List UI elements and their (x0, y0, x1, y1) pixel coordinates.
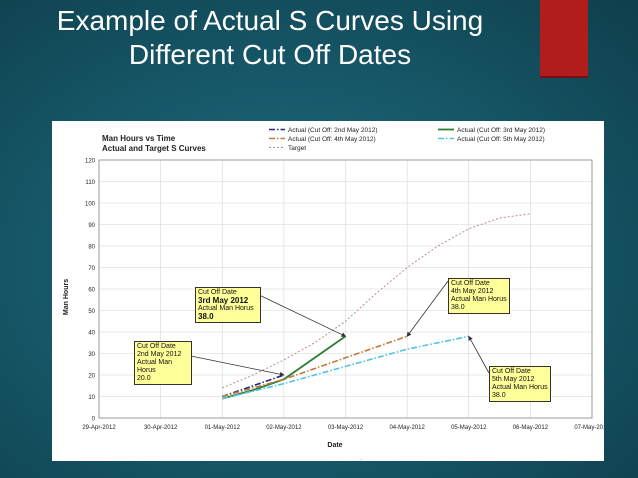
y-tick-label: 60 (88, 288, 95, 294)
chart-panel: Man Hours vs Time Actual and Target S Cu… (52, 121, 604, 461)
legend-label: Actual (Cut Off: 5th May 2012) (457, 136, 545, 143)
callout-line: Actual Man Horus (198, 305, 254, 312)
slide-title: Example of Actual S Curves Using Differe… (10, 4, 530, 72)
series-line (222, 335, 347, 400)
page-number: - (360, 455, 363, 464)
y-tick-label: 30 (88, 352, 95, 358)
y-tick-label: 100 (85, 202, 96, 208)
x-tick-label: 06-May-2012 (513, 425, 549, 431)
callout-line: Cut Off Date (451, 280, 490, 287)
legend-label: Actual (Cut Off: 2nd May 2012) (288, 127, 377, 134)
s-curve-chart: Man Hours vs Time Actual and Target S Cu… (63, 127, 604, 449)
legend-label: Actual (Cut Off: 4th May 2012) (288, 136, 376, 143)
y-tick-label: 0 (92, 417, 96, 423)
callout-arrow (406, 280, 449, 337)
y-axis-label: Man Hours (63, 279, 70, 315)
y-tick-label: 10 (88, 395, 95, 401)
callout-line: 2nd May 2012 (137, 351, 182, 358)
series-line (222, 374, 285, 398)
callout-2nd-may: Cut Off Date 2nd May 2012 Actual Man Hor… (134, 341, 192, 385)
title-line-2: Different Cut Off Dates (128, 39, 412, 70)
callout-line: Actual Man Horus (137, 359, 173, 374)
x-axis-label: Date (327, 442, 342, 449)
x-tick-label: 05-May-2012 (451, 425, 487, 431)
plot-frame (98, 159, 593, 419)
y-tick-label: 50 (88, 309, 95, 315)
chart-subtitle: Actual and Target S Curves (102, 144, 206, 153)
callout-arrow (185, 354, 285, 377)
y-tick-label: 90 (88, 223, 95, 229)
red-accent-bar (540, 0, 588, 78)
x-tick-label: 29-Apr-2012 (82, 425, 116, 431)
series-line (222, 335, 408, 398)
series-line (222, 335, 469, 400)
y-tick-label: 110 (85, 180, 95, 186)
series-line (222, 213, 531, 389)
callout-line: 38.0 (451, 304, 465, 311)
y-tick-label: 120 (85, 159, 96, 165)
callout-line: 38.0 (198, 312, 214, 321)
chart-title: Man Hours vs Time (102, 134, 176, 143)
callout-arrow (254, 292, 347, 337)
callout-line: Cut Off Date (492, 368, 531, 375)
title-line-1: Example of Actual S Curves Using (56, 5, 484, 36)
callout-line: 38.0 (492, 392, 506, 399)
callout-line: Cut Off Date (137, 343, 176, 350)
callout-line: 4th May 2012 (451, 288, 494, 295)
legend-label: Actual (Cut Off: 3rd May 2012) (457, 127, 545, 134)
callout-line: 5th May 2012 (492, 376, 535, 383)
callout-line: Cut Off Date (198, 289, 237, 296)
x-tick-label: 07-May-2012 (574, 425, 604, 431)
x-tick-label: 02-May-2012 (266, 425, 302, 431)
x-tick-label: 30-Apr-2012 (144, 425, 178, 431)
x-tick-label: 03-May-2012 (328, 425, 364, 431)
callout-arrow (468, 335, 490, 374)
callout-3rd-may: Cut Off Date 3rd May 2012 Actual Man Hor… (195, 287, 261, 323)
callout-4th-may: Cut Off Date 4th May 2012 Actual Man Hor… (448, 278, 510, 314)
callout-line: 3rd May 2012 (198, 296, 249, 305)
callout-line: Actual Man Horus (451, 296, 507, 303)
x-tick-label: 04-May-2012 (389, 425, 425, 431)
y-tick-label: 40 (88, 331, 95, 337)
y-tick-label: 80 (88, 245, 95, 251)
callout-line: Actual Man Horus (492, 384, 548, 391)
callout-5th-may: Cut Off Date 5th May 2012 Actual Man Hor… (489, 366, 551, 402)
y-tick-label: 20 (88, 374, 95, 380)
y-tick-label: 70 (88, 266, 95, 272)
callout-line: 20.0 (137, 375, 151, 382)
x-tick-label: 01-May-2012 (205, 425, 241, 431)
legend-label: Target (288, 145, 306, 152)
